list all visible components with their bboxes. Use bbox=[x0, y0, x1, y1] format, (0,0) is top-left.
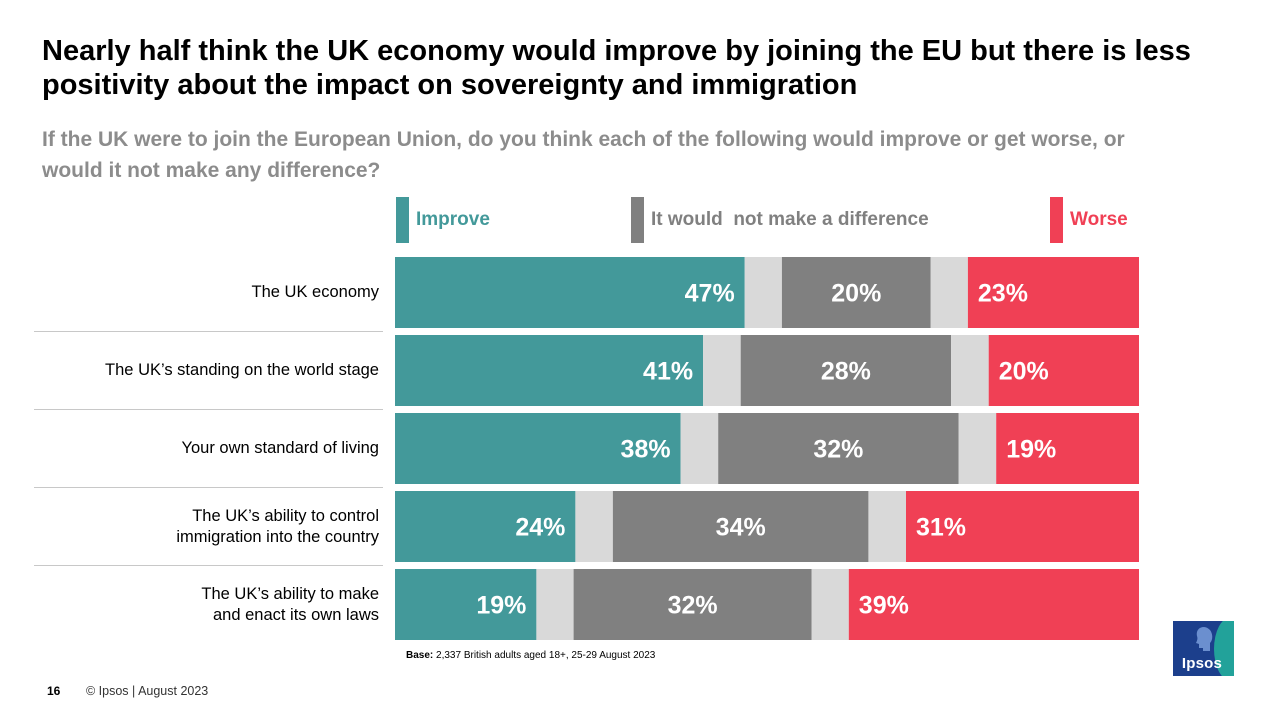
bar-segment-worse-1 bbox=[988, 335, 1139, 406]
bar-segment-worse-3 bbox=[906, 491, 1139, 562]
data-label-3-2: 34% bbox=[716, 514, 766, 542]
category-label-0: The UK economy bbox=[34, 257, 379, 328]
bar-segment-worse-0 bbox=[967, 257, 1139, 328]
category-label-line-3-0: The UK’s ability to control bbox=[192, 506, 379, 525]
bar-segment-spacer-2 bbox=[958, 413, 997, 484]
bar-segment-worse-4 bbox=[848, 569, 1139, 640]
category-label-2: Your own standard of living bbox=[34, 413, 379, 484]
bar-segment-improve-4 bbox=[395, 569, 537, 640]
bar-segment-spacer-4 bbox=[811, 569, 849, 640]
data-label-4-0: 19% bbox=[476, 592, 526, 620]
bar-segment-improve-1 bbox=[395, 335, 704, 406]
bar-segment-spacer-0 bbox=[744, 257, 782, 328]
bar-segment-worse-2 bbox=[996, 413, 1139, 484]
legend-label-improve: Improve bbox=[416, 209, 490, 230]
data-label-1-4: 20% bbox=[999, 358, 1049, 386]
bar-segment-spacer-3 bbox=[868, 491, 907, 562]
bar-segment-spacer-3 bbox=[575, 491, 613, 562]
bar-segment-it-would-not-make-a-difference-0 bbox=[781, 257, 931, 328]
data-label-3-0: 24% bbox=[515, 514, 565, 542]
category-label-text-4: The UK’s ability to make and enact its ow… bbox=[201, 584, 379, 626]
bar-segment-improve-3 bbox=[395, 491, 576, 562]
category-label-1: The UK’s standing on the world stage bbox=[34, 335, 379, 406]
category-label-line-4-1: and enact its own laws bbox=[212, 605, 379, 624]
legend-item-no-difference: It would not make a difference bbox=[631, 197, 929, 243]
category-label-line-4-0: The UK’s ability to make bbox=[201, 584, 379, 603]
data-label-2-4: 19% bbox=[1006, 436, 1056, 464]
logo-swoosh-icon bbox=[1214, 621, 1234, 676]
legend-item-worse: Worse bbox=[1050, 197, 1128, 243]
logo-text: Ipsos bbox=[1181, 655, 1223, 672]
category-label-line-3-1: immigration into the country bbox=[176, 527, 379, 546]
category-label-4: The UK’s ability to make and enact its ow… bbox=[34, 569, 379, 640]
head-profile-icon bbox=[1196, 627, 1213, 651]
row-separator-0 bbox=[34, 331, 383, 332]
data-label-4-2: 32% bbox=[668, 592, 718, 620]
category-label-3: The UK’s ability to control immigration i… bbox=[34, 491, 379, 562]
legend-swatch-no-difference bbox=[631, 197, 644, 243]
page-number: 16 bbox=[47, 684, 61, 698]
category-label-text-3: The UK’s ability to control immigration i… bbox=[176, 506, 379, 548]
bar-segment-improve-2 bbox=[395, 413, 681, 484]
legend-label-no-difference: It would not make a difference bbox=[651, 209, 929, 230]
base-note: Base: 2,337 British adults aged 18+, 25-… bbox=[406, 650, 655, 661]
legend-swatch-improve bbox=[396, 197, 409, 243]
survey-question: If the UK were to join the European Unio… bbox=[42, 128, 1125, 182]
category-label-text-2: Your own standard of living bbox=[181, 438, 379, 459]
legend-item-improve: Improve bbox=[396, 197, 490, 243]
bar-segment-it-would-not-make-a-difference-4 bbox=[573, 569, 812, 640]
base-text: 2,337 British adults aged 18+, 25-29 Aug… bbox=[433, 650, 656, 661]
ipsos-logo: Ipsos bbox=[1173, 621, 1234, 676]
bar-segment-it-would-not-make-a-difference-1 bbox=[740, 335, 952, 406]
category-label-line-0-0: The UK economy bbox=[251, 283, 379, 301]
bar-segment-spacer-4 bbox=[536, 569, 574, 640]
category-label-text-1: The UK’s standing on the world stage bbox=[105, 360, 379, 381]
legend-swatch-worse bbox=[1050, 197, 1063, 243]
category-label-line-2-0: Your own standard of living bbox=[181, 439, 379, 457]
data-label-2-0: 38% bbox=[621, 436, 671, 464]
bar-segment-it-would-not-make-a-difference-3 bbox=[612, 491, 869, 562]
data-label-0-4: 23% bbox=[978, 280, 1028, 308]
copyright: © Ipsos | August 2023 bbox=[86, 684, 209, 698]
legend-label-worse: Worse bbox=[1070, 209, 1128, 230]
bar-segment-spacer-1 bbox=[951, 335, 989, 406]
bar-segment-spacer-0 bbox=[930, 257, 968, 328]
row-separator-2 bbox=[34, 487, 383, 488]
data-label-0-0: 47% bbox=[685, 280, 735, 308]
category-label-line-1-0: The UK’s standing on the world stage bbox=[105, 361, 379, 379]
data-label-1-0: 41% bbox=[643, 358, 693, 386]
row-separator-1 bbox=[34, 409, 383, 410]
category-label-text-0: The UK economy bbox=[252, 282, 379, 303]
base-label: Base: bbox=[406, 650, 434, 661]
data-label-3-4: 31% bbox=[916, 514, 966, 542]
data-label-2-2: 32% bbox=[813, 436, 863, 464]
bar-segment-it-would-not-make-a-difference-2 bbox=[718, 413, 959, 484]
bar-segment-spacer-1 bbox=[703, 335, 741, 406]
data-label-4-4: 39% bbox=[859, 592, 909, 620]
row-separator-3 bbox=[34, 565, 383, 566]
page-title: Nearly half think the UK economy would i… bbox=[42, 35, 1191, 101]
data-label-1-2: 28% bbox=[821, 358, 871, 386]
bar-segment-improve-0 bbox=[395, 257, 745, 328]
data-label-0-2: 20% bbox=[831, 280, 881, 308]
bar-segment-spacer-2 bbox=[680, 413, 719, 484]
